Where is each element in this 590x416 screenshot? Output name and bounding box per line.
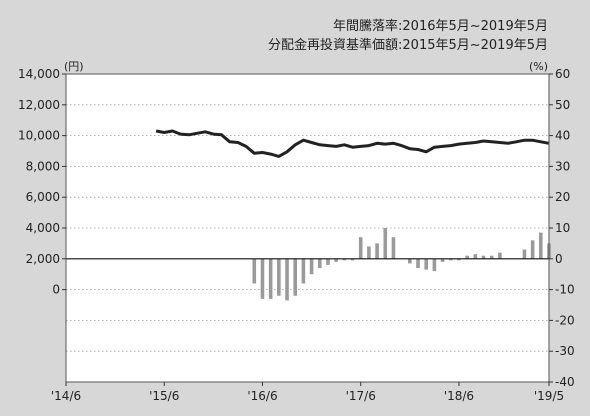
right-tick-label: 60 bbox=[555, 67, 570, 81]
bar bbox=[301, 258, 306, 284]
right-tick-label: 0 bbox=[555, 252, 563, 266]
bar bbox=[358, 237, 363, 259]
bar bbox=[489, 255, 494, 259]
bar bbox=[408, 258, 412, 264]
right-tick-label: -10 bbox=[555, 283, 575, 297]
bar bbox=[309, 258, 314, 275]
bar bbox=[481, 255, 486, 259]
bar bbox=[277, 258, 281, 296]
gridlines bbox=[66, 104, 549, 352]
bar bbox=[350, 258, 355, 261]
bar bbox=[367, 246, 371, 259]
left-axis-ticks: 14,000 12,000 10,000 8,000 6,000 4,000 2,000 0 bbox=[18, 67, 66, 297]
right-tick-label: -30 bbox=[555, 344, 575, 358]
bar bbox=[285, 258, 289, 301]
x-tick-label: '15/6 bbox=[149, 389, 179, 403]
bar bbox=[342, 258, 347, 261]
x-tick-label: '17/6 bbox=[346, 389, 376, 403]
annotation-annual-return: 年間騰落率:2016年5月~2019年5月 bbox=[333, 18, 548, 34]
line-series bbox=[155, 129, 550, 158]
bar bbox=[416, 258, 420, 269]
bar-series bbox=[252, 228, 551, 301]
bar bbox=[334, 258, 338, 262]
bar bbox=[448, 258, 453, 261]
bar bbox=[317, 258, 322, 269]
left-tick-label: 2,000 bbox=[26, 252, 60, 266]
left-tick-label: 6,000 bbox=[26, 190, 60, 204]
right-tick-label: 10 bbox=[555, 221, 570, 235]
right-tick-label: 30 bbox=[555, 159, 570, 173]
plot-area bbox=[65, 73, 551, 383]
bar bbox=[383, 228, 388, 259]
bar bbox=[457, 258, 461, 261]
right-tick-label: 20 bbox=[555, 190, 570, 204]
left-tick-label: 14,000 bbox=[18, 67, 60, 81]
left-axis-unit: (円) bbox=[64, 60, 84, 73]
bar bbox=[465, 255, 469, 259]
right-tick-label: -20 bbox=[555, 313, 575, 327]
bar bbox=[326, 258, 330, 265]
left-tick-label: 0 bbox=[52, 283, 60, 297]
right-axis-unit: (%) bbox=[529, 60, 548, 73]
bar bbox=[268, 258, 273, 299]
bar bbox=[530, 240, 535, 259]
bar bbox=[375, 243, 379, 259]
bar bbox=[539, 232, 543, 259]
left-tick-label: 8,000 bbox=[26, 159, 60, 173]
x-axis-ticks: '14/6 '15/6 '16/6 '17/6 '18/6 '19/5 bbox=[51, 382, 564, 403]
bar bbox=[498, 252, 502, 259]
bar bbox=[522, 249, 527, 259]
x-tick-label: '19/5 bbox=[534, 389, 564, 403]
bar bbox=[424, 258, 429, 270]
x-tick-label: '14/6 bbox=[51, 389, 81, 403]
left-tick-label: 4,000 bbox=[26, 221, 60, 235]
left-tick-label: 10,000 bbox=[18, 129, 60, 143]
bar bbox=[432, 258, 437, 272]
right-tick-label: -40 bbox=[555, 375, 575, 389]
annotation-nav-period: 分配金再投資基準価額:2015年5月~2019年5月 bbox=[268, 37, 548, 53]
x-tick-label: '16/6 bbox=[247, 389, 277, 403]
bar bbox=[391, 237, 396, 259]
bar bbox=[473, 254, 478, 259]
x-tick-label: '18/6 bbox=[444, 389, 474, 403]
bar bbox=[252, 258, 257, 284]
bar bbox=[293, 258, 298, 296]
right-tick-label: 50 bbox=[555, 98, 570, 112]
bar bbox=[440, 258, 445, 262]
right-tick-label: 40 bbox=[555, 129, 570, 143]
bar bbox=[260, 258, 265, 299]
right-axis-ticks: 60 50 40 30 20 10 0 -10 -20 -30 -40 bbox=[549, 67, 575, 389]
left-tick-label: 12,000 bbox=[18, 98, 60, 112]
